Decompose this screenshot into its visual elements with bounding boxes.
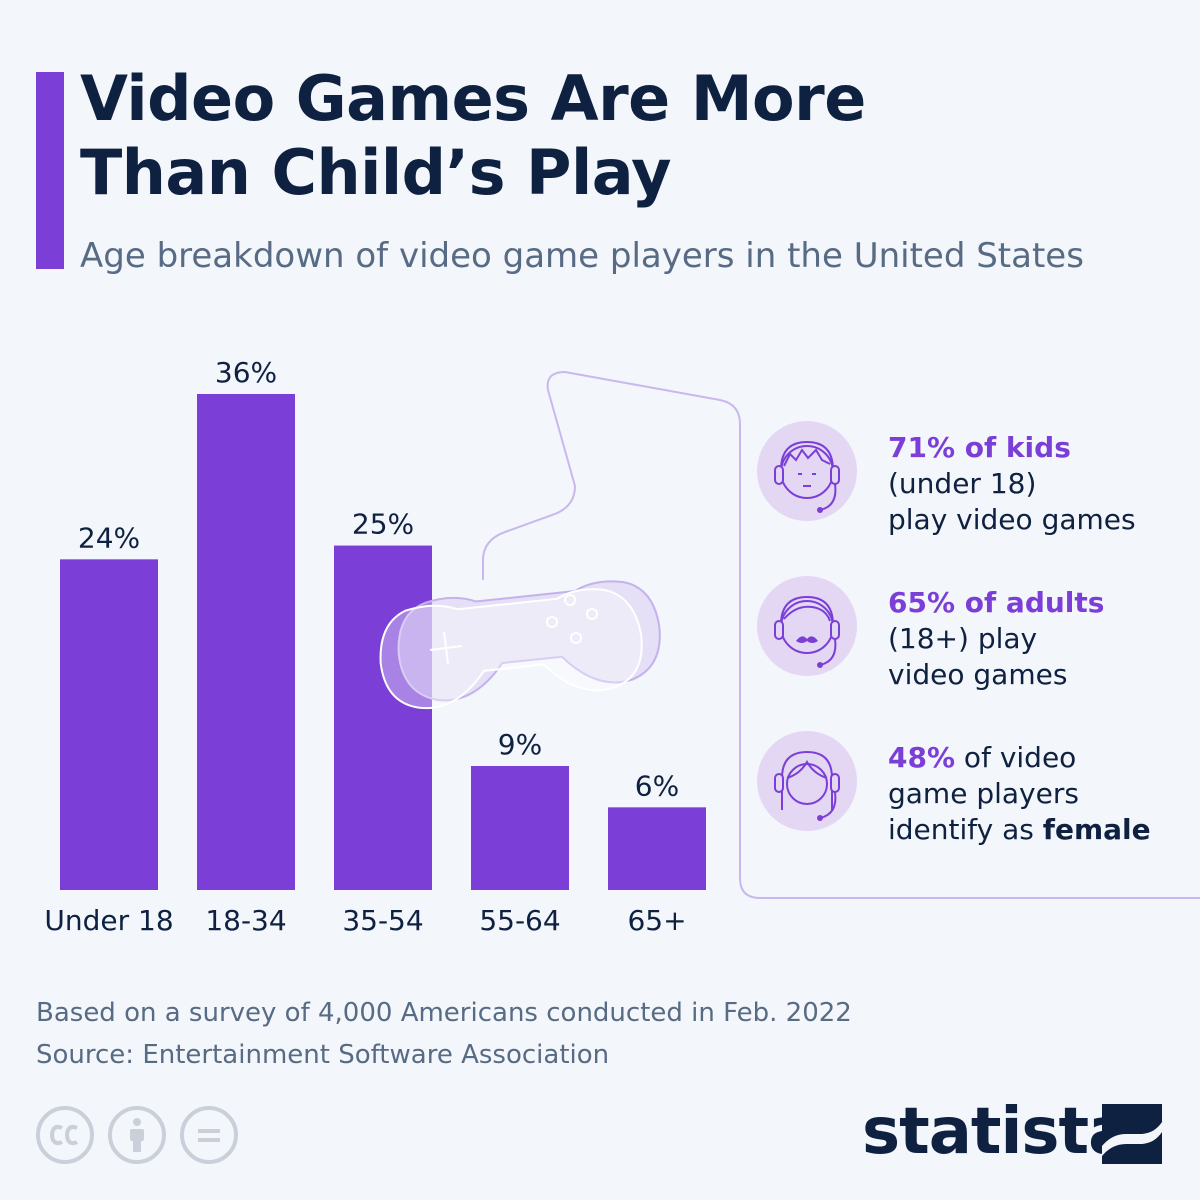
fact-adults-line2: (18+) play [888, 622, 1038, 655]
game-controller-icon [379, 580, 661, 710]
value-label: 9% [498, 728, 542, 761]
kid-gamer-icon [757, 421, 857, 521]
bar-35-54 [334, 545, 432, 890]
fact-female-line3: identify as female [888, 812, 1188, 848]
fact-adults-highlight: 65% of adults [888, 586, 1105, 619]
fact-adults-text: 65% of adults (18+) play video games [888, 585, 1188, 693]
adult-gamer-icon [757, 576, 857, 676]
category-label: 18-34 [205, 904, 286, 937]
brand-wordmark: statista [862, 1095, 1131, 1169]
statista-brand[interactable]: statista [862, 1092, 1162, 1172]
title-line-2: Than Child’s Play [80, 136, 672, 209]
category-label: Under 18 [44, 904, 173, 937]
bar-18-34 [197, 394, 295, 890]
category-label: 35-54 [342, 904, 423, 937]
fact-female-rest: of video [955, 741, 1077, 774]
fact-kids-highlight: 71% of kids [888, 431, 1071, 464]
fact-female: 48% of video game players identify as fe… [756, 730, 1196, 860]
fact-kids-text: 71% of kids (under 18) play video games [888, 430, 1188, 538]
value-label: 24% [78, 521, 140, 554]
fact-adults-line3: video games [888, 658, 1068, 691]
footer-notes: Based on a survey of 4,000 Americans con… [36, 992, 1136, 1076]
fact-kids-line3: play video games [888, 503, 1136, 536]
cc-icon[interactable] [36, 1106, 94, 1164]
bar-55-64 [471, 766, 569, 890]
attribution-icon[interactable] [108, 1106, 166, 1164]
fact-kids-line2: (under 18) [888, 467, 1037, 500]
fact-female-line2: game players [888, 777, 1079, 810]
no-derivatives-icon[interactable] [180, 1106, 238, 1164]
survey-note: Based on a survey of 4,000 Americans con… [36, 998, 852, 1028]
female-gamer-icon [757, 731, 857, 831]
title-line-1: Video Games Are More [80, 62, 866, 135]
value-label: 25% [352, 508, 414, 541]
value-label: 6% [635, 769, 679, 802]
fact-female-highlight: 48% [888, 741, 956, 774]
fact-adults: 65% of adults (18+) play video games [756, 575, 1196, 705]
subtitle: Age breakdown of video game players in t… [80, 236, 1084, 276]
category-label: 55-64 [479, 904, 560, 937]
title-accent-bar [36, 72, 64, 269]
bar-65- [608, 807, 706, 890]
category-label: 65+ [627, 904, 686, 937]
fact-female-bold: female [1042, 813, 1151, 846]
bar-under-18 [60, 559, 158, 890]
connector-outline [482, 370, 1200, 899]
source-note: Source: Entertainment Software Associati… [36, 1040, 610, 1070]
page-title: Video Games Are More Than Child’s Play [80, 62, 1140, 210]
fact-female-text: 48% of video game players identify as fe… [888, 740, 1188, 848]
statista-logo-icon [1102, 1104, 1162, 1164]
value-label: 36% [215, 356, 277, 389]
fact-female-prefix: identify as [888, 813, 1043, 846]
fact-kids: 71% of kids (under 18) play video games [756, 420, 1196, 550]
bar-group: 24% Under 18 36% 18-34 25% 35-54 9% 55-64 6% 65+ [44, 356, 706, 937]
fact-female-line1: 48% of video [888, 740, 1188, 776]
